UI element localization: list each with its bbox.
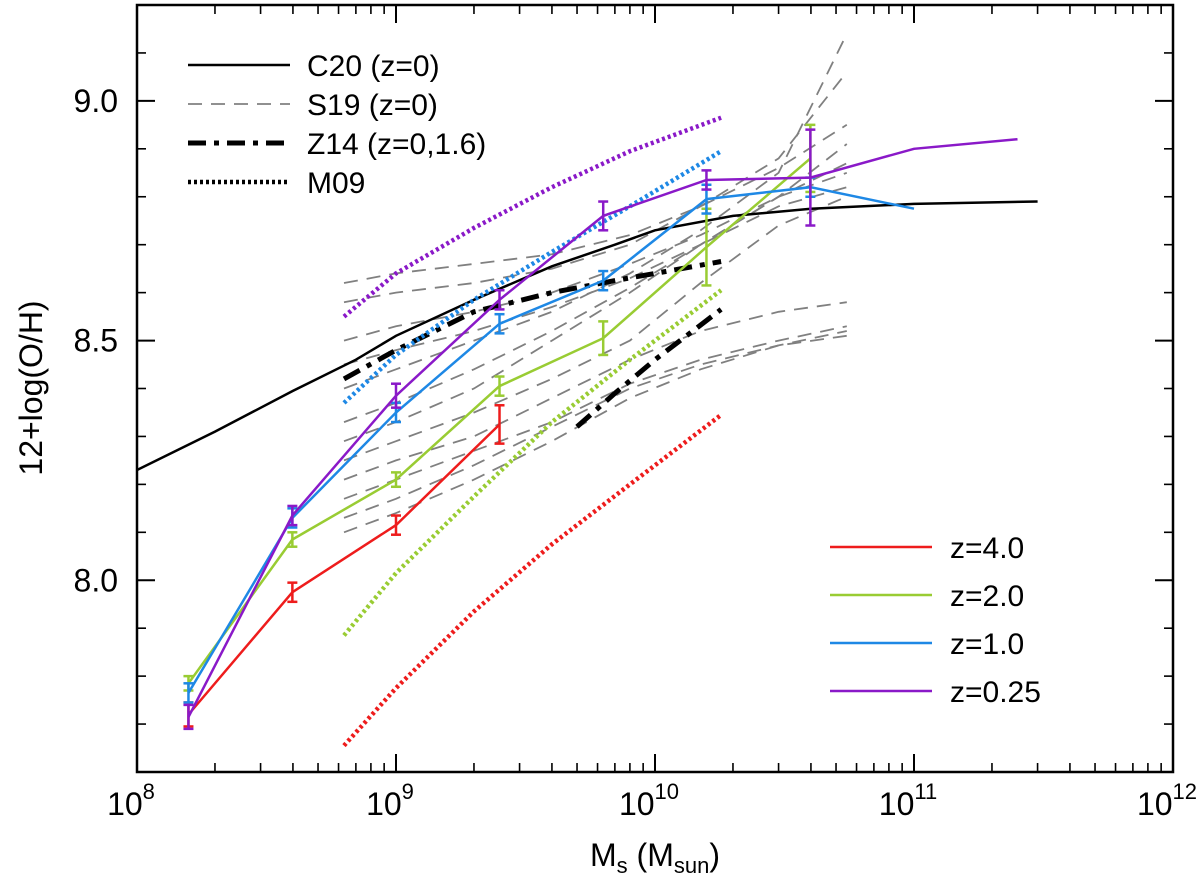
legend-label: z=4.0 bbox=[950, 532, 1024, 565]
y-tick-label: 9.0 bbox=[74, 83, 118, 119]
y-tick-label: 8.5 bbox=[74, 323, 118, 359]
series-line bbox=[187, 185, 915, 694]
reference-curve bbox=[342, 149, 723, 405]
s19-curve bbox=[343, 325, 847, 500]
legend-redshift: z=4.0 z=2.0 z=1.0 z=0.25 bbox=[830, 532, 1041, 709]
legend-label: z=2.0 bbox=[950, 580, 1024, 613]
y-tick-label: 8.0 bbox=[74, 562, 118, 598]
legend-reference: C20 (z=0) S19 (z=0) Z14 (z=0,1.6) M09 bbox=[188, 50, 486, 200]
x-axis-label: Ms (Msun) bbox=[590, 837, 720, 878]
legend-label: z=0.25 bbox=[950, 676, 1041, 709]
s19-curve bbox=[343, 71, 848, 304]
redshift-series bbox=[183, 123, 1018, 731]
s19-curve bbox=[343, 301, 847, 481]
s19-curve bbox=[343, 171, 848, 342]
s19-curve bbox=[343, 334, 847, 534]
s19-curve bbox=[343, 186, 848, 443]
x-tick-label: 108 bbox=[107, 779, 155, 822]
legend-label: C20 (z=0) bbox=[307, 50, 440, 83]
s19-curve bbox=[343, 330, 847, 519]
series-line bbox=[187, 423, 501, 716]
legend-label: z=1.0 bbox=[950, 628, 1024, 661]
reference-curve bbox=[342, 115, 722, 319]
x-tick-label: 1010 bbox=[619, 779, 679, 822]
x-tick-label: 1012 bbox=[1137, 779, 1197, 822]
legend-label: M09 bbox=[307, 167, 365, 200]
y-tick-labels: 8.0 8.5 9.0 bbox=[74, 83, 118, 598]
s19-curve bbox=[343, 33, 848, 390]
x-tick-labels: 108 109 1010 1011 1012 bbox=[107, 779, 1197, 822]
plot-frame bbox=[135, 3, 1175, 774]
s19-curves bbox=[343, 33, 848, 534]
x-tick-label: 109 bbox=[366, 779, 414, 822]
reference-curve bbox=[342, 288, 723, 637]
reference-curve bbox=[575, 307, 723, 429]
legend-label: S19 (z=0) bbox=[307, 89, 438, 122]
s19-curve bbox=[343, 195, 848, 462]
s19-curve bbox=[343, 124, 848, 284]
s19-curve bbox=[343, 162, 848, 423]
x-tick-label: 1011 bbox=[879, 779, 937, 822]
y-axis-label: 12+log(O/H) bbox=[13, 300, 49, 475]
legend-label: Z14 (z=0,1.6) bbox=[307, 128, 486, 161]
